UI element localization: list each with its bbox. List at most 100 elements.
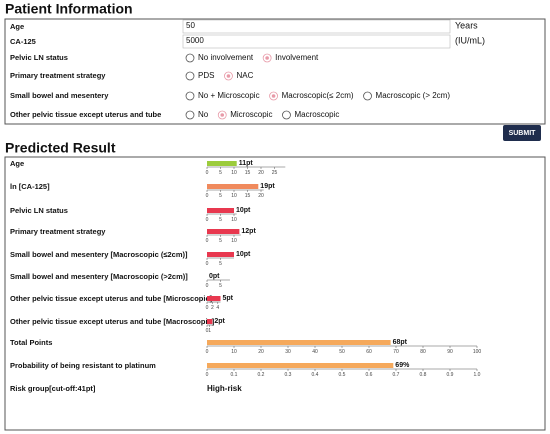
panel [4,156,546,431]
value-label: 11pt [239,160,254,167]
tick-label: 90 [447,349,453,355]
value-label: 69% [395,362,410,369]
tick-label: 0.8 [420,372,427,378]
result-label: Pelvic LN status [10,206,68,215]
tick-label: 0 [206,238,209,244]
value-label: 0pt [209,273,220,280]
tick-label: 5 [219,238,222,244]
tick-label: 50 [339,349,345,355]
tick-label: 0 [206,261,209,267]
result-label: Other pelvic tissue except uterus and tu… [10,317,215,326]
radio-label[interactable]: Microscopic [230,110,272,119]
bar [207,363,394,368]
tick-label: 5 [219,261,222,267]
tick-label: 0.5 [339,372,346,378]
field-label: Small bowel and mesentery [10,91,109,100]
radio-label[interactable]: Involvement [275,53,319,62]
value-label: 10pt [236,251,251,258]
tick-label: 0 [206,328,209,334]
value-label: 10pt [236,207,251,214]
unit: Years [455,20,478,30]
radio-label[interactable]: PDS [198,71,214,80]
tick-label: 1 [208,328,211,334]
radio-label[interactable]: Macroscopic (> 2cm) [376,91,451,100]
radio-label[interactable]: NAC [236,71,253,80]
result-label: Probability of being resistant to platin… [10,361,156,370]
tick-label: 10 [231,217,237,223]
tick-label: 0.6 [366,372,373,378]
field-label: CA-125 [10,37,36,46]
radio-label[interactable]: Macroscopic(≤ 2cm) [282,91,354,100]
radio-label[interactable]: No + Microscopic [198,91,260,100]
tick-label: 40 [312,349,318,355]
result-label: Small bowel and mesentery [Macroscopic (… [10,250,188,259]
tick-label: 5 [219,283,222,289]
submit-button[interactable] [503,125,541,141]
input-value[interactable]: 5000 [186,36,204,45]
submit-label[interactable]: SUBMIT [509,130,537,137]
risk-label: Risk group[cut-off:41pt] [10,384,96,393]
text-input[interactable] [182,34,451,49]
tick-label: 0 [206,349,209,355]
tick-label: 0 [206,372,209,378]
radio-dot[interactable] [271,94,276,98]
tick-label: 0 [206,217,209,223]
tick-label: 100 [473,349,482,355]
radio[interactable] [185,91,195,101]
value-label: 19pt [260,183,275,190]
value-label: 12pt [241,228,256,235]
radio-dot[interactable] [265,56,269,60]
tick-label: 60 [366,349,372,355]
tick-label: 0.3 [285,372,292,378]
radio[interactable] [282,110,291,120]
tick-label: 15 [245,170,251,176]
field-label: Pelvic LN status [10,53,68,62]
radio-label[interactable]: No [198,110,209,119]
tick-label: 0 [206,283,209,289]
tick-label: 10 [231,349,237,355]
tick-label: 0 [206,170,209,176]
risk-value: High-risk [207,384,242,393]
radio[interactable] [185,71,195,81]
radio-label[interactable]: No involvement [198,53,254,62]
section-title: Predicted Result [5,140,116,156]
bar [207,252,234,257]
unit: (IU/mL) [455,35,485,45]
radio[interactable] [185,110,195,120]
text-input[interactable] [182,19,451,34]
result-label: ln [CA-125] [10,182,50,191]
value-label: 2pt [214,318,225,325]
bar [207,340,391,345]
tick-label: 5 [219,170,222,176]
tick-label: 1.0 [474,372,481,378]
tick-label: 15 [245,193,251,199]
tick-label: 0.2 [258,372,265,378]
result-label: Age [10,159,24,168]
radio-label[interactable]: Macroscopic [294,110,339,119]
tick-label: 0.7 [393,372,400,378]
tick-label: 0.1 [231,372,238,378]
result-label: Primary treatment strategy [10,227,106,236]
tick-label: 0.9 [447,372,454,378]
input-value[interactable]: 50 [186,21,195,30]
tick-label: 20 [258,349,264,355]
bar [207,319,213,324]
tick-label: 10 [231,238,237,244]
field-label: Primary treatment strategy [10,71,106,80]
bar [207,161,237,166]
panel [4,18,546,125]
tick-label: 10 [231,193,237,199]
tick-label: 30 [285,349,291,355]
field-label: Other pelvic tissue except uterus and tu… [10,110,161,119]
radio[interactable] [363,91,372,101]
radio[interactable] [185,53,195,63]
radio-dot[interactable] [220,113,225,117]
tick-label: 80 [420,349,426,355]
tick-label: 4 [216,305,219,311]
tick-label: 10 [231,170,237,176]
section-title: Patient Information [5,1,133,17]
radio-dot[interactable] [226,74,231,78]
tick-label: 5 [219,193,222,199]
tick-label: 25 [272,170,278,176]
